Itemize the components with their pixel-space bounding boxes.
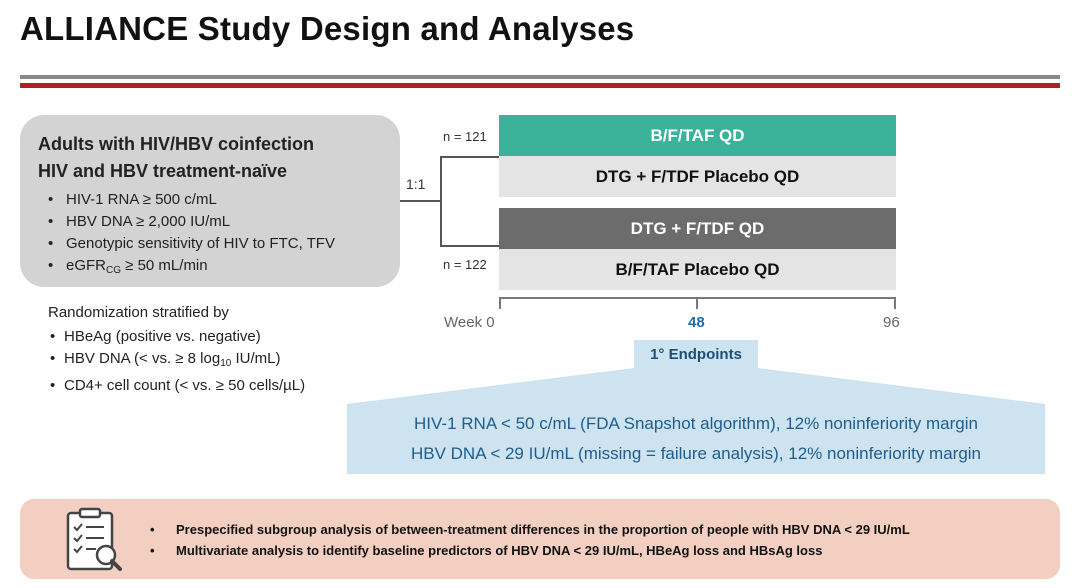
strat-hbeag: HBeAg (positive vs. negative) <box>48 326 408 348</box>
analyses-list: Prespecified subgroup analysis of betwee… <box>150 519 910 561</box>
randomization-ratio: 1:1 <box>406 176 426 192</box>
primary-endpoints-label: 1° Endpoints <box>634 340 758 368</box>
analysis-multivariate: Multivariate analysis to identify baseli… <box>150 540 910 561</box>
criterion-hiv-rna: HIV-1 RNA ≥ 500 c/mL <box>38 189 382 211</box>
analyses-panel: Prespecified subgroup analysis of betwee… <box>20 499 1060 579</box>
arm1-n-label: n = 121 <box>443 129 487 144</box>
stratification-list: HBeAg (positive vs. negative) HBV DNA (<… <box>48 326 408 397</box>
stratification-title: Randomization stratified by <box>48 304 229 321</box>
timeline-tick-start <box>499 297 501 309</box>
page-title: ALLIANCE Study Design and Analyses <box>20 10 635 47</box>
strat-hbv-dna: HBV DNA (< vs. ≥ 8 log10 IU/mL) <box>48 348 408 375</box>
arm1-active-drug: B/F/TAF QD <box>499 115 896 156</box>
analysis-subgroup: Prespecified subgroup analysis of betwee… <box>150 519 910 540</box>
timeline-axis <box>500 297 896 299</box>
arm2-n-label: n = 122 <box>443 257 487 272</box>
arm2-placebo: B/F/TAF Placebo QD <box>499 249 896 290</box>
endpoint-hbv: HBV DNA < 29 IU/mL (missing = failure an… <box>410 444 982 463</box>
timeline-label-96: 96 <box>883 314 900 331</box>
title-rule-gray <box>20 75 1060 79</box>
timeline-label-48: 48 <box>688 314 705 331</box>
criterion-egfr: eGFRCG ≥ 50 mL/min <box>38 255 382 282</box>
arm1-placebo: DTG + F/TDF Placebo QD <box>499 156 896 197</box>
timeline-tick-mid <box>696 297 698 309</box>
connector-arm1 <box>440 156 499 158</box>
stratification-section: Randomization stratified by HBeAg (posit… <box>48 302 408 397</box>
primary-endpoints-box: HIV-1 RNA < 50 c/mL (FDA Snapshot algori… <box>347 404 1045 474</box>
strat-cd4: CD4+ cell count (< vs. ≥ 50 cells/µL) <box>48 375 408 397</box>
arm2-active-drug: DTG + F/TDF QD <box>499 208 896 249</box>
connector-horizontal-main <box>400 200 441 202</box>
connector-arm2 <box>440 245 499 247</box>
timeline-label-week0: Week 0 <box>444 314 495 331</box>
connector-vertical <box>440 156 442 246</box>
population-heading-1: Adults with HIV/HBV coinfection <box>38 134 315 154</box>
criterion-genotypic-sensitivity: Genotypic sensitivity of HIV to FTC, TFV <box>38 233 382 255</box>
title-rule-red <box>20 83 1060 88</box>
inclusion-criteria-list: HIV-1 RNA ≥ 500 c/mL HBV DNA ≥ 2,000 IU/… <box>38 189 382 282</box>
checklist-magnifier-icon <box>66 507 122 571</box>
population-heading-2: HIV and HBV treatment-naïve <box>38 161 288 181</box>
endpoint-hiv: HIV-1 RNA < 50 c/mL (FDA Snapshot algori… <box>414 414 978 433</box>
timeline-tick-end <box>894 297 896 309</box>
criterion-hbv-dna: HBV DNA ≥ 2,000 IU/mL <box>38 211 382 233</box>
population-box: Adults with HIV/HBV coinfection HIV and … <box>20 115 400 287</box>
